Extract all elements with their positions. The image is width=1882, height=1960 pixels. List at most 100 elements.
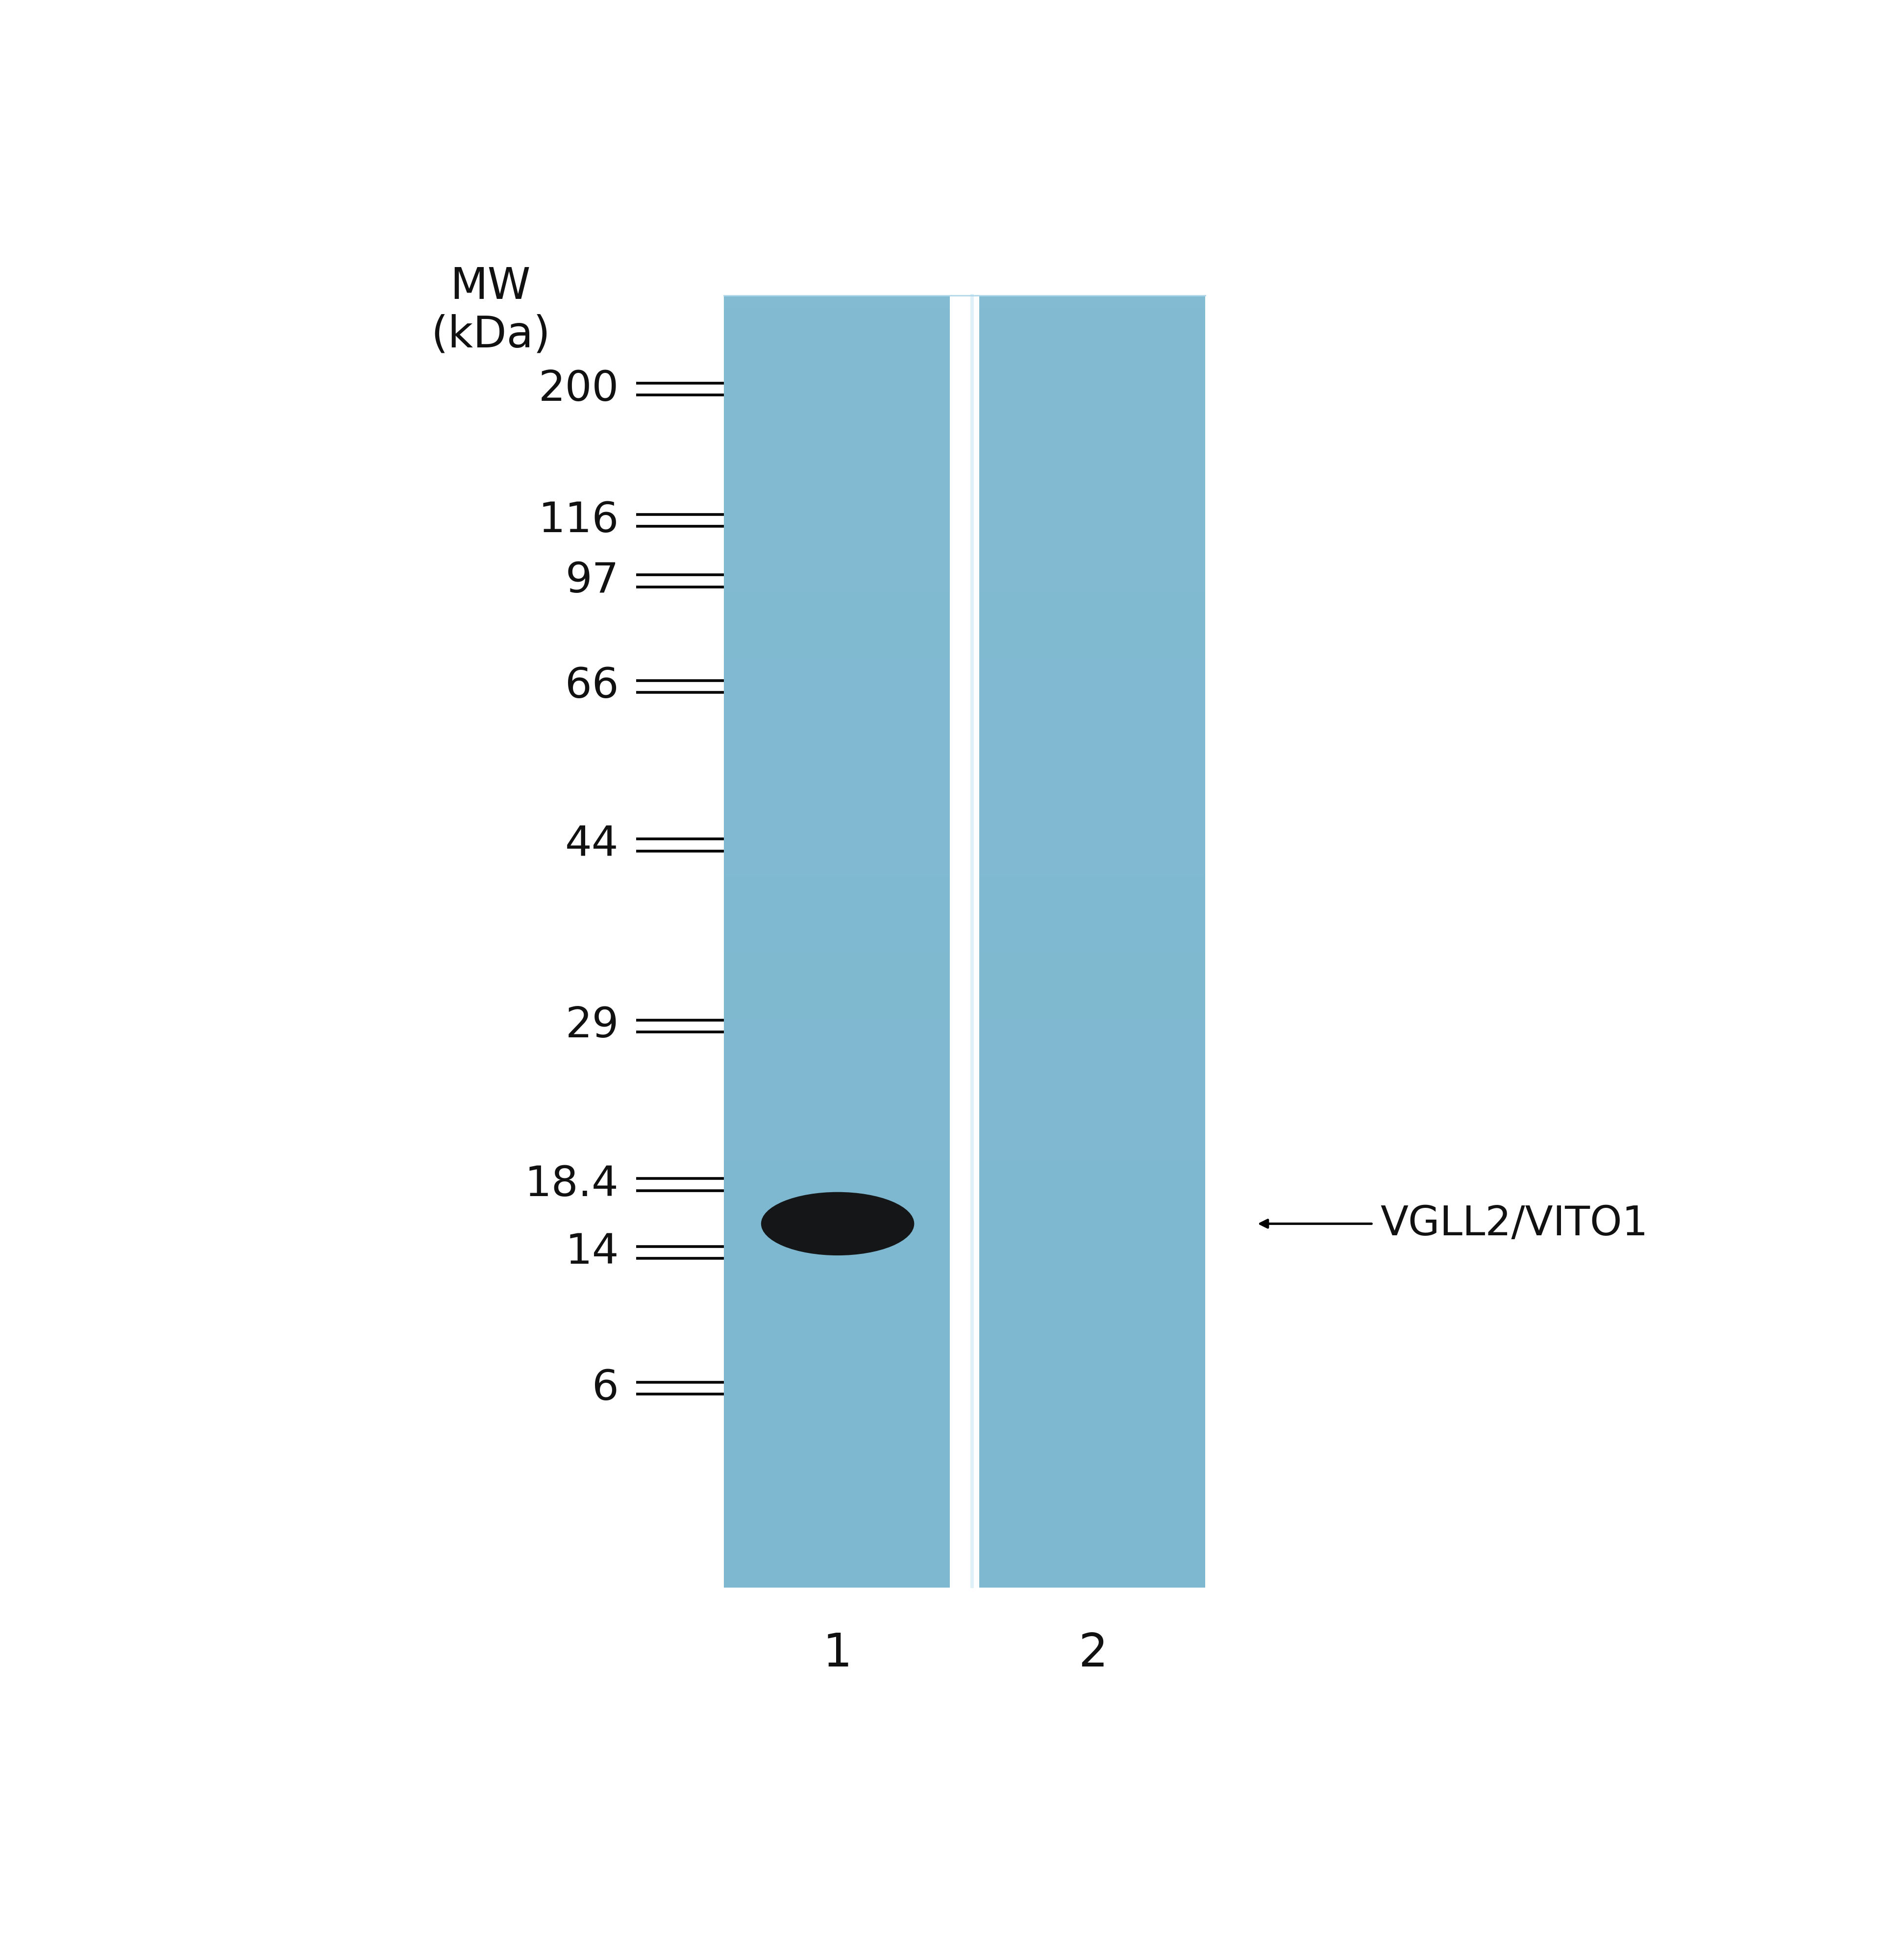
Bar bbox=[979, 1456, 1204, 1472]
Bar bbox=[725, 682, 950, 698]
Bar bbox=[725, 708, 950, 723]
Text: VGLL2/VITO1: VGLL2/VITO1 bbox=[1380, 1203, 1649, 1243]
Bar bbox=[725, 1546, 950, 1562]
Bar bbox=[979, 772, 1204, 788]
Bar bbox=[725, 1056, 950, 1072]
Bar bbox=[725, 476, 950, 490]
Bar bbox=[979, 721, 1204, 735]
Bar bbox=[725, 1560, 950, 1574]
Bar bbox=[979, 1225, 1204, 1239]
Bar bbox=[979, 425, 1204, 439]
Bar bbox=[979, 1264, 1204, 1278]
Bar bbox=[725, 1521, 950, 1537]
Text: 66: 66 bbox=[565, 666, 619, 708]
Bar bbox=[979, 335, 1204, 349]
Bar bbox=[979, 1056, 1204, 1072]
Text: 14: 14 bbox=[565, 1233, 619, 1272]
Bar bbox=[725, 502, 950, 515]
Bar bbox=[725, 1121, 950, 1135]
Bar bbox=[979, 811, 1204, 825]
Bar bbox=[979, 1392, 1204, 1407]
Bar bbox=[725, 451, 950, 465]
Bar bbox=[979, 837, 1204, 853]
Text: 2: 2 bbox=[1078, 1631, 1108, 1676]
Bar bbox=[979, 515, 1204, 529]
Text: 6: 6 bbox=[593, 1368, 619, 1409]
Bar bbox=[979, 463, 1204, 478]
Bar bbox=[725, 760, 950, 774]
Bar bbox=[979, 1366, 1204, 1382]
Bar bbox=[725, 837, 950, 853]
Bar bbox=[979, 361, 1204, 374]
Bar bbox=[979, 966, 1204, 980]
Bar bbox=[725, 1005, 950, 1019]
Bar bbox=[725, 1419, 950, 1433]
Bar bbox=[979, 1560, 1204, 1574]
Bar bbox=[725, 553, 950, 568]
Bar bbox=[979, 851, 1204, 864]
Bar bbox=[725, 372, 950, 388]
Bar bbox=[979, 1445, 1204, 1458]
Bar bbox=[725, 321, 950, 335]
Bar bbox=[979, 735, 1204, 749]
Bar bbox=[979, 941, 1204, 955]
Bar bbox=[725, 335, 950, 349]
Bar bbox=[979, 1431, 1204, 1446]
Bar bbox=[979, 502, 1204, 515]
Bar bbox=[979, 862, 1204, 878]
Bar bbox=[725, 1225, 950, 1239]
Bar bbox=[725, 592, 950, 608]
Bar bbox=[725, 296, 950, 310]
Bar bbox=[979, 490, 1204, 504]
Text: 29: 29 bbox=[565, 1005, 619, 1047]
Bar bbox=[979, 541, 1204, 555]
Bar bbox=[725, 1186, 950, 1200]
Bar bbox=[979, 527, 1204, 543]
Bar bbox=[979, 955, 1204, 968]
Bar bbox=[979, 670, 1204, 684]
Bar bbox=[725, 1431, 950, 1446]
Bar bbox=[725, 617, 950, 633]
Bar bbox=[979, 553, 1204, 568]
Bar bbox=[725, 1290, 950, 1303]
Bar bbox=[979, 631, 1204, 645]
Bar bbox=[725, 1237, 950, 1252]
Bar bbox=[725, 308, 950, 323]
Bar bbox=[979, 1070, 1204, 1084]
Bar bbox=[725, 541, 950, 555]
Bar bbox=[979, 566, 1204, 580]
Bar bbox=[725, 902, 950, 917]
Bar bbox=[725, 361, 950, 374]
Bar bbox=[725, 1172, 950, 1188]
Bar bbox=[979, 992, 1204, 1007]
Bar bbox=[725, 876, 950, 890]
Bar bbox=[725, 1366, 950, 1382]
Bar bbox=[725, 1574, 950, 1588]
Bar bbox=[725, 1200, 950, 1213]
Bar bbox=[979, 1419, 1204, 1433]
Bar bbox=[979, 1135, 1204, 1149]
Bar bbox=[725, 1031, 950, 1045]
Bar bbox=[979, 1082, 1204, 1098]
Bar bbox=[979, 606, 1204, 619]
Bar bbox=[725, 862, 950, 878]
Bar bbox=[979, 1160, 1204, 1174]
Bar bbox=[979, 592, 1204, 608]
Bar bbox=[725, 721, 950, 735]
Bar bbox=[979, 1509, 1204, 1523]
Bar bbox=[725, 1070, 950, 1084]
Bar bbox=[725, 811, 950, 825]
Bar bbox=[725, 1017, 950, 1033]
Text: 116: 116 bbox=[538, 500, 619, 541]
Bar bbox=[979, 915, 1204, 929]
Bar bbox=[979, 696, 1204, 710]
Bar bbox=[725, 398, 950, 414]
Bar bbox=[725, 890, 950, 904]
Bar bbox=[979, 645, 1204, 659]
Bar bbox=[725, 800, 950, 813]
Bar bbox=[725, 386, 950, 400]
Bar bbox=[725, 772, 950, 788]
Bar bbox=[979, 347, 1204, 361]
Bar bbox=[979, 1109, 1204, 1123]
Bar bbox=[979, 1546, 1204, 1562]
